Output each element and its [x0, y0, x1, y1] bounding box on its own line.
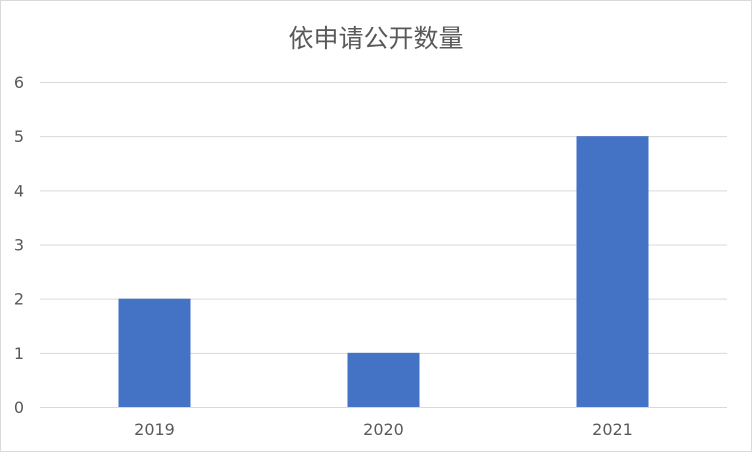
- y-tick-label: 2: [14, 290, 24, 309]
- y-tick-label: 5: [14, 127, 24, 146]
- y-tick-label: 0: [14, 398, 24, 417]
- x-tick-label: 2021: [592, 420, 633, 439]
- bar-2020: [347, 352, 420, 407]
- bar-2019: [118, 298, 191, 407]
- bar-2021: [576, 136, 649, 407]
- y-tick-label: 1: [14, 344, 24, 363]
- chart-title: 依申请公开数量: [288, 24, 463, 53]
- y-tick-label: 4: [14, 181, 24, 200]
- x-tick-label: 2020: [363, 420, 404, 439]
- y-tick-label: 6: [14, 73, 24, 92]
- y-tick-label: 3: [14, 236, 24, 255]
- x-tick-label: 2019: [134, 420, 175, 439]
